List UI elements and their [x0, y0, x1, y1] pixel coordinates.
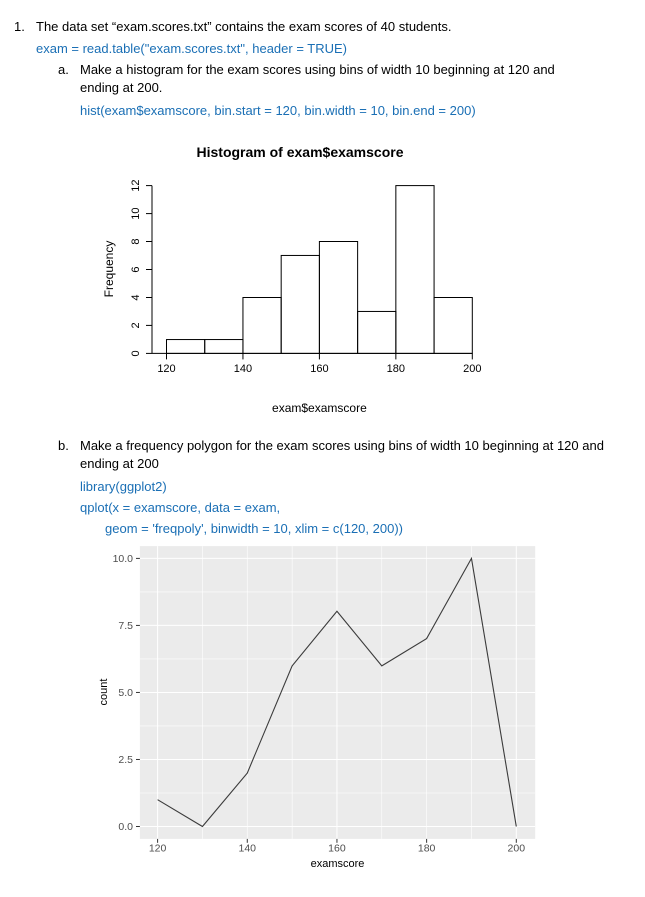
svg-text:0.0: 0.0 — [118, 821, 133, 833]
svg-text:count: count — [98, 679, 110, 706]
svg-text:7.5: 7.5 — [118, 620, 133, 632]
svg-text:2.5: 2.5 — [118, 754, 133, 766]
svg-text:120: 120 — [149, 843, 167, 855]
svg-text:200: 200 — [508, 843, 526, 855]
svg-text:examscore: examscore — [311, 858, 365, 870]
svg-text:140: 140 — [239, 843, 257, 855]
svg-text:5.0: 5.0 — [118, 687, 133, 699]
svg-text:10.0: 10.0 — [113, 553, 134, 565]
svg-text:160: 160 — [328, 843, 346, 855]
svg-text:180: 180 — [418, 843, 436, 855]
